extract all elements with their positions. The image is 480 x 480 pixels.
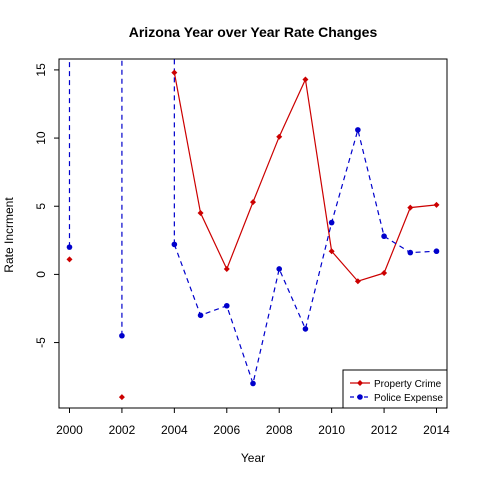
y-tick-label: 0	[34, 271, 48, 278]
x-tick-label: 2008	[266, 423, 293, 437]
legend-label-police-expense: Police Expense	[374, 393, 443, 404]
legend-marker-police-expense	[357, 394, 363, 400]
chart-title: Arizona Year over Year Rate Changes	[129, 24, 378, 40]
y-tick-label: -5	[34, 337, 48, 348]
series-1-point-7	[303, 326, 309, 332]
x-tick-label: 2012	[371, 423, 398, 437]
series-1-point-9	[355, 127, 361, 133]
series-1-point-12	[434, 248, 440, 254]
series-1-point-5	[250, 381, 256, 387]
y-tick-label: 5	[34, 203, 48, 210]
x-tick-label: 2002	[109, 423, 136, 437]
x-tick-label: 2000	[56, 423, 83, 437]
series-1-point-2	[172, 242, 178, 248]
series-1-point-11	[407, 250, 413, 256]
y-axis-label: Rate Incrment	[2, 197, 16, 273]
x-axis-label: Year	[241, 451, 265, 465]
series-1-point-8	[329, 220, 335, 226]
x-tick-label: 2010	[318, 423, 345, 437]
x-tick-label: 2004	[161, 423, 188, 437]
series-1-point-1	[119, 333, 125, 339]
series-1-point-3	[198, 312, 204, 318]
legend: Property Crime Police Expense	[343, 370, 447, 408]
legend-label-property-crime: Property Crime	[374, 379, 442, 390]
series-1-point-10	[381, 233, 387, 239]
series-1-point-6	[276, 266, 282, 272]
y-tick-label: 15	[34, 63, 48, 77]
x-tick-label: 2014	[423, 423, 450, 437]
series-1-point-0	[67, 244, 73, 250]
series-1-point-4	[224, 303, 230, 309]
x-tick-label: 2006	[213, 423, 240, 437]
y-tick-label: 10	[34, 131, 48, 145]
